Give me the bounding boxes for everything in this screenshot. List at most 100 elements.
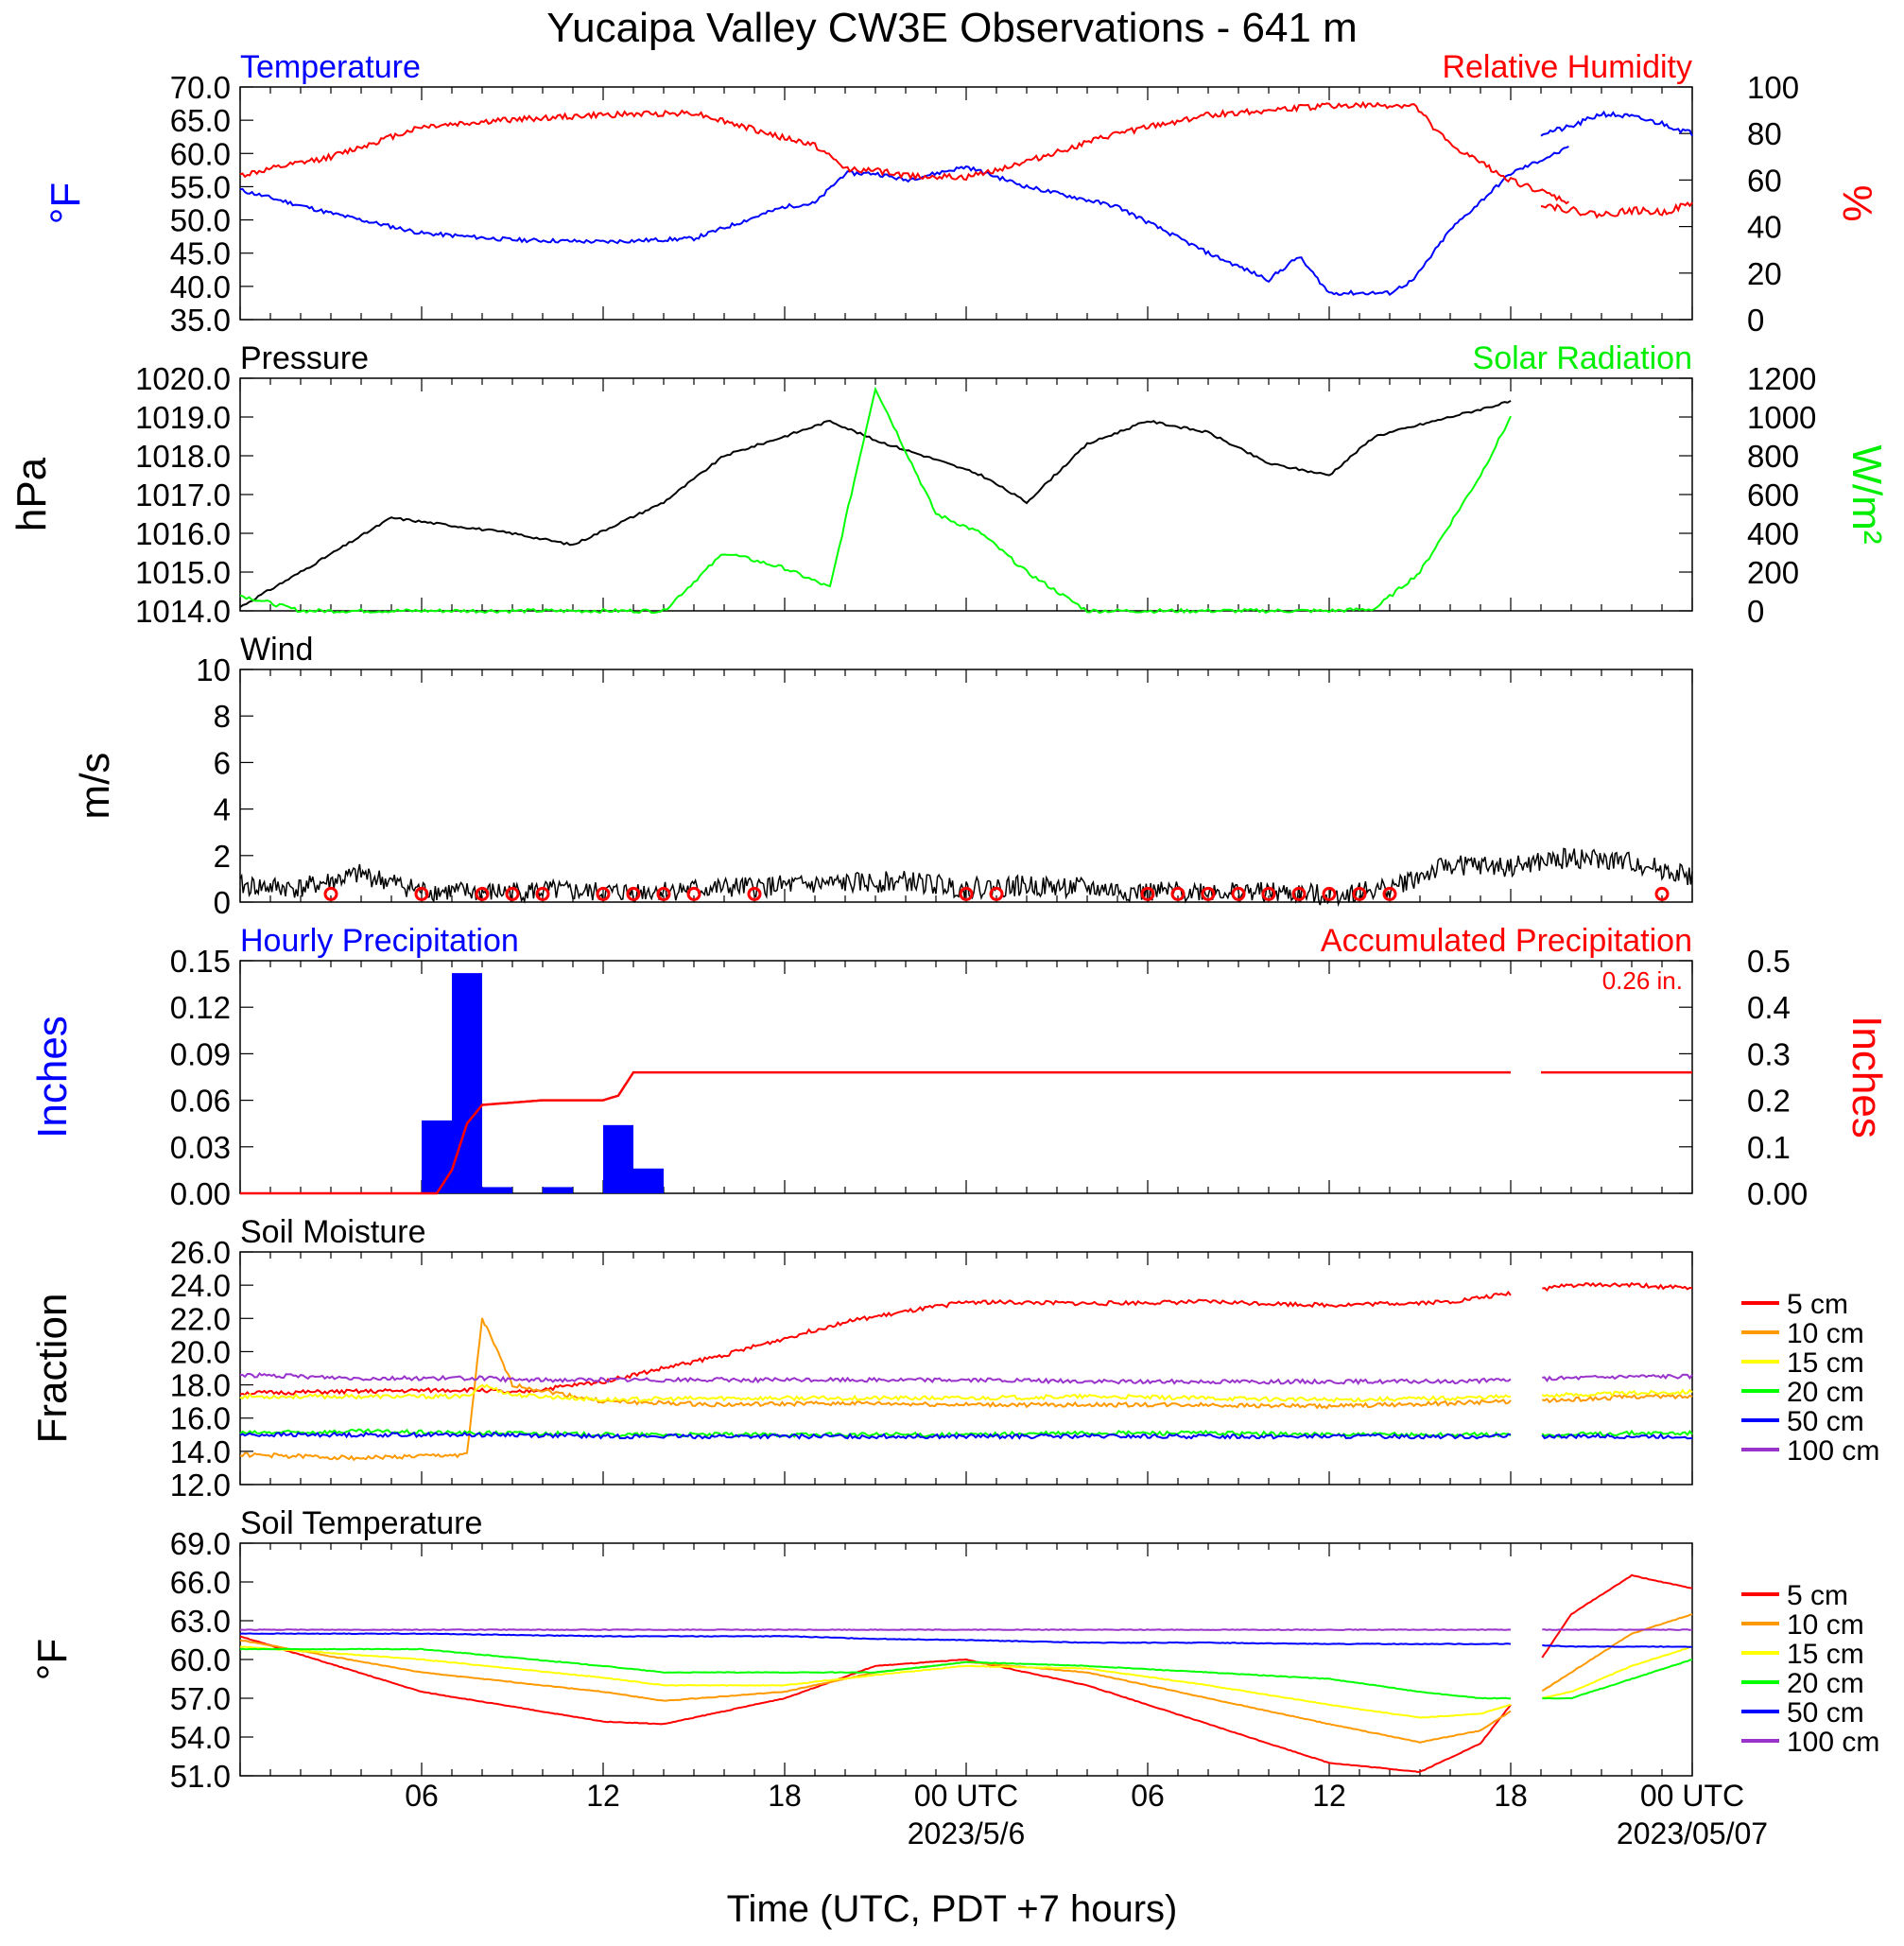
- y-tick-label-left: 63.0: [170, 1604, 231, 1639]
- series-line-20-cm: [1541, 1429, 1693, 1438]
- y-tick-label-right: 600: [1747, 478, 1799, 513]
- series-line-20-cm: [239, 1647, 1511, 1700]
- legend-label: 5 cm: [1787, 1289, 1848, 1320]
- legend-label: 100 cm: [1787, 1727, 1879, 1758]
- y-axis-label-left: °F: [43, 182, 89, 224]
- y-tick-label-left: 1014.0: [135, 594, 231, 629]
- calm-marker: [1201, 886, 1216, 901]
- series-line-20-cm: [239, 1428, 1512, 1438]
- y-tick-label-left: 51.0: [170, 1759, 231, 1794]
- y-tick-label-left: 4: [214, 792, 231, 827]
- series-line-relative-humidity: [239, 100, 1570, 205]
- y-tick-label-right: 0: [1747, 594, 1764, 629]
- y-axis-label-right: Inches: [1843, 1016, 1890, 1138]
- panel-title-right: Solar Radiation: [1473, 340, 1692, 376]
- x-tick-label: 06: [405, 1779, 439, 1813]
- y-tick-label-left: 0: [214, 885, 231, 920]
- y-tick-label-left: 0.00: [170, 1176, 231, 1211]
- legend-label: 50 cm: [1787, 1697, 1864, 1729]
- y-tick-label-left: 65.0: [170, 103, 231, 138]
- y-tick-label-right: 1200: [1747, 361, 1816, 396]
- y-tick-label-right: 0.4: [1747, 990, 1791, 1025]
- y-tick-label-left: 57.0: [170, 1681, 231, 1716]
- panel-frame: [239, 86, 1693, 321]
- y-tick-label-left: 0.15: [170, 944, 231, 979]
- y-tick-label-right: 0.00: [1747, 1176, 1808, 1211]
- legend-label: 20 cm: [1787, 1668, 1864, 1699]
- series-line-10-cm: [1541, 1613, 1693, 1693]
- calm-marker: [1322, 886, 1337, 901]
- panel-title-left: Soil Moisture: [240, 1214, 426, 1250]
- y-tick-label-left: 40.0: [170, 269, 231, 304]
- calm-marker: [1654, 886, 1670, 901]
- series-line-temperature: [1540, 110, 1693, 137]
- panel-title-left: Pressure: [240, 340, 369, 376]
- calm-marker: [1382, 886, 1397, 901]
- total-annotation: 0.26 in.: [1602, 966, 1683, 995]
- series-line-50-cm: [1542, 1643, 1693, 1648]
- calm-marker: [1291, 886, 1307, 901]
- figure-title: Yucaipa Valley CW3E Observations - 641 m: [546, 5, 1358, 51]
- calm-marker: [1261, 886, 1276, 901]
- series-line-50-cm: [239, 1632, 1512, 1645]
- series-line-temperature: [239, 145, 1569, 296]
- y-axis-label-left: Inches: [29, 1016, 76, 1138]
- y-tick-label-left: 14.0: [170, 1434, 231, 1469]
- x-tick-label: 18: [768, 1779, 802, 1813]
- y-tick-label-left: 55.0: [170, 169, 231, 204]
- calm-marker: [323, 886, 338, 901]
- x-tick-label: 12: [1312, 1779, 1346, 1813]
- y-tick-label-right: 1000: [1747, 400, 1816, 435]
- panel-title-left: Temperature: [240, 49, 421, 85]
- series-line-15-cm: [239, 1383, 1512, 1403]
- series-line-relative-humidity: [1540, 200, 1693, 219]
- series-line-50-cm: [1541, 1433, 1693, 1440]
- y-tick-label-right: 800: [1747, 439, 1799, 474]
- y-tick-label-left: 6: [214, 745, 231, 780]
- y-tick-label-left: 16.0: [170, 1401, 231, 1436]
- series-line-10-cm: [239, 1639, 1512, 1744]
- precip-bar: [603, 1124, 633, 1193]
- y-tick-label-left: 35.0: [170, 303, 231, 338]
- panel-title-left: Soil Temperature: [240, 1505, 482, 1541]
- y-tick-label-left: 1016.0: [135, 516, 231, 551]
- x-date-label: 2023/5/6: [908, 1816, 1026, 1850]
- series-line-10-cm: [239, 1317, 1512, 1462]
- y-tick-label-left: 22.0: [170, 1301, 231, 1336]
- x-tick-label: 12: [586, 1779, 620, 1813]
- calm-marker: [656, 886, 671, 901]
- x-tick-label: 00 UTC: [1640, 1779, 1744, 1813]
- legend-label: 5 cm: [1787, 1580, 1848, 1611]
- panel-title-right: Accumulated Precipitation: [1321, 923, 1692, 959]
- calm-marker: [989, 886, 1004, 901]
- series-line-pressure: [239, 400, 1512, 608]
- y-tick-label-left: 18.0: [170, 1368, 231, 1403]
- calm-marker: [747, 886, 762, 901]
- x-tick-label: 06: [1131, 1779, 1165, 1813]
- series-line-5-cm: [239, 1635, 1512, 1774]
- y-tick-label-left: 70.0: [170, 70, 231, 105]
- series-line-10-cm: [1542, 1393, 1693, 1404]
- y-tick-label-left: 0.06: [170, 1084, 231, 1119]
- y-tick-label-left: 54.0: [170, 1720, 231, 1755]
- y-tick-label-right: 60: [1747, 163, 1782, 198]
- y-axis-label-left: hPa: [9, 457, 55, 531]
- series-line-15-cm: [239, 1645, 1512, 1719]
- series-line-100-cm: [1542, 1628, 1693, 1631]
- precip-bar: [452, 973, 482, 1193]
- y-tick-label-left: 20.0: [170, 1334, 231, 1369]
- y-axis-label-left: m/s: [72, 753, 118, 820]
- y-tick-label-left: 1017.0: [135, 478, 231, 513]
- legend-label: 100 cm: [1787, 1435, 1879, 1467]
- legend-label: 50 cm: [1787, 1406, 1864, 1437]
- legend-label: 10 cm: [1787, 1609, 1864, 1641]
- calm-marker: [596, 886, 611, 901]
- series-line-solar-radiation: [239, 386, 1512, 615]
- y-tick-label-left: 2: [214, 839, 231, 874]
- calm-marker: [535, 886, 550, 901]
- y-tick-label-right: 400: [1747, 516, 1799, 551]
- y-tick-label-right: 0: [1747, 303, 1764, 338]
- series-line-20-cm: [1542, 1659, 1693, 1700]
- calm-marker: [505, 886, 520, 901]
- x-axis-title: Time (UTC, PDT +7 hours): [727, 1888, 1178, 1930]
